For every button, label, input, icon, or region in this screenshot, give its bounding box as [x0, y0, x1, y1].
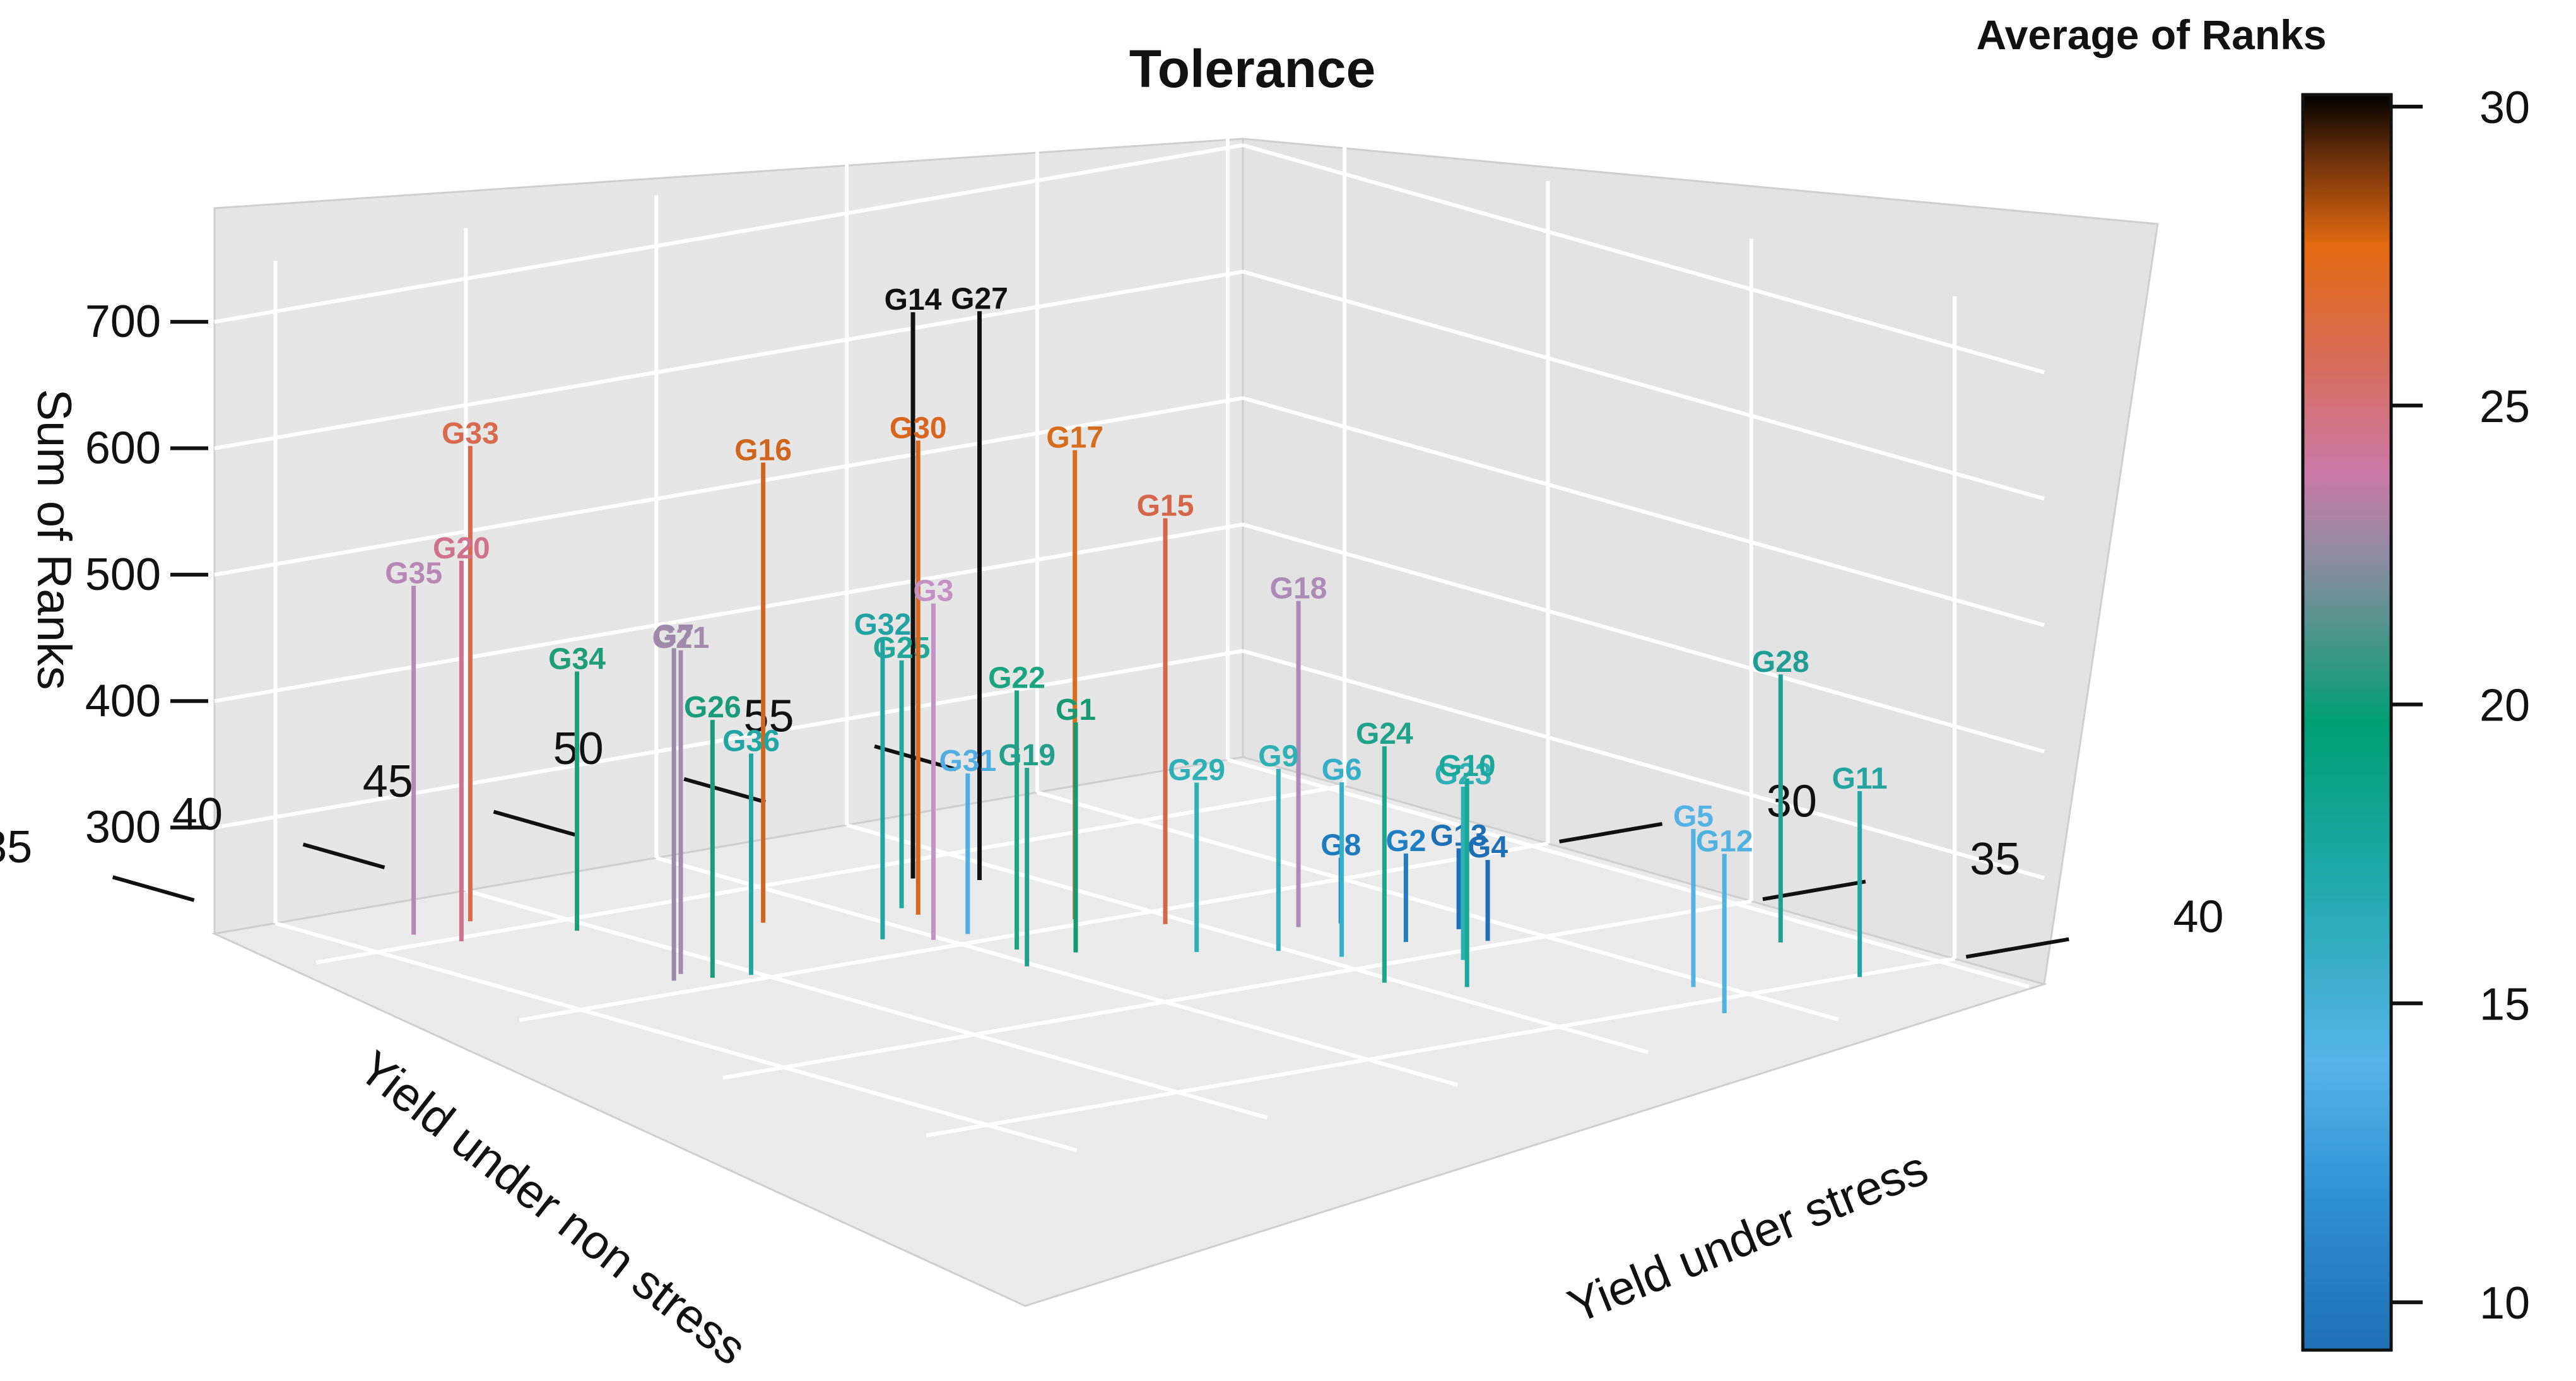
x-tick-label: 40	[172, 789, 223, 840]
z-tick-label: 300	[85, 802, 161, 853]
legend-ticks: 10 15 20 25 30	[2391, 83, 2530, 1329]
wall-grid-line	[214, 649, 1244, 830]
point-label-g2: G2	[1385, 825, 1426, 858]
point-label-g32: G32	[854, 608, 912, 642]
wall-grid-line	[1242, 649, 2045, 880]
point-label-g5: G5	[1673, 800, 1714, 833]
point-label-g20: G20	[433, 532, 490, 565]
y-tick	[1965, 937, 2069, 959]
wall-grid-line	[1242, 522, 2045, 754]
point-label-g1: G1	[1056, 693, 1096, 727]
x-tick-label: 45	[363, 756, 413, 807]
legend-colorbar	[2301, 93, 2393, 1352]
point-label-g34: G34	[548, 642, 606, 676]
floor-grid-line	[315, 784, 1345, 965]
point-label-g7: G7	[654, 619, 694, 652]
x-tick	[874, 744, 956, 772]
x-tick	[302, 842, 385, 869]
y-axis-title: Yield under stress	[1561, 1141, 1935, 1334]
point-label-g33: G33	[442, 417, 499, 450]
wall-grid-line	[214, 143, 1244, 324]
floor-grid-line	[926, 956, 1955, 1137]
point-label-g13: G13	[1430, 820, 1488, 853]
point-label-g24: G24	[1356, 717, 1413, 751]
legend-tick-label: 30	[2479, 83, 2530, 133]
y-tick-label: 35	[1970, 834, 2020, 884]
x-tick-label: 35	[0, 822, 32, 873]
point-label-g22: G22	[988, 661, 1045, 695]
legend-title: Average of Ranks	[1976, 11, 2326, 58]
point-label-g29: G29	[1168, 754, 1225, 787]
floor-grid-line	[274, 921, 1078, 1153]
floor-grid-line	[656, 855, 1459, 1087]
legend-tick-label: 10	[2479, 1278, 2530, 1329]
point-label-g31: G31	[939, 744, 996, 778]
floor-grid-line	[519, 842, 1549, 1023]
point-label-g18: G18	[1270, 572, 1327, 606]
z-tick-label: 400	[85, 676, 161, 726]
plot-box	[211, 97, 2159, 1307]
z-axis-title: Sum of Ranks	[27, 389, 81, 690]
y-tick-label: 30	[1767, 777, 1817, 827]
point-label-g15: G15	[1137, 489, 1194, 522]
point-label-g4: G4	[1467, 831, 1508, 864]
point-label-g19: G19	[998, 739, 1056, 772]
legend: Average of Ranks 10 15 20 25 30	[1976, 11, 2530, 1352]
floor-grid-line	[465, 888, 1268, 1120]
wall-grid-line	[1242, 269, 2045, 501]
legend-tick-label: 20	[2479, 681, 2530, 731]
wall-grid-line	[214, 396, 1244, 577]
axes: 3004005006007003540455055303540	[0, 297, 2224, 959]
chart-title: Tolerance	[1129, 39, 1376, 98]
wall-grid-line	[1242, 396, 2045, 627]
x-tick	[112, 875, 195, 902]
point-label-g17: G17	[1046, 421, 1103, 455]
x-tick	[493, 809, 576, 837]
point-label-g16: G16	[734, 433, 792, 467]
floor-grid-line	[722, 899, 1752, 1080]
point-label-g21: G21	[652, 621, 710, 655]
z-tick-label: 700	[85, 297, 161, 347]
wall-grid-line	[1242, 143, 2045, 375]
point-label-g3: G3	[913, 575, 953, 608]
wall-grid-line	[214, 269, 1244, 450]
point-label-g9: G9	[1258, 740, 1298, 773]
z-tick-label: 500	[85, 549, 161, 600]
point-label-g30: G30	[890, 411, 947, 445]
legend-tick-label: 15	[2479, 979, 2530, 1030]
wall-grid-line	[214, 522, 1244, 703]
point-label-g36: G36	[722, 725, 780, 758]
point-label-g6: G6	[1322, 753, 1362, 787]
point-label-g27: G27	[951, 282, 1008, 315]
point-label-g35: G35	[385, 556, 442, 590]
data-points: G14G27G25G30G17G33G16G8G15G18G13G34G31G3…	[385, 282, 1888, 1013]
point-label-g10: G10	[1438, 749, 1496, 783]
floor-grid-line	[1227, 758, 2030, 989]
legend-tick-label: 25	[2479, 382, 2530, 432]
point-label-g26: G26	[684, 691, 741, 724]
point-label-g11: G11	[1832, 762, 1888, 796]
y-tick	[1559, 821, 1663, 843]
x-tick-label: 55	[743, 691, 794, 741]
point-label-g28: G28	[1752, 645, 1809, 679]
point-label-g14: G14	[885, 283, 942, 317]
point-label-g12: G12	[1696, 825, 1753, 858]
y-tick-label: 40	[2173, 891, 2223, 942]
floor-grid-line	[1037, 790, 1839, 1021]
point-label-g23: G23	[1435, 758, 1492, 791]
z-tick-label: 600	[85, 423, 161, 474]
